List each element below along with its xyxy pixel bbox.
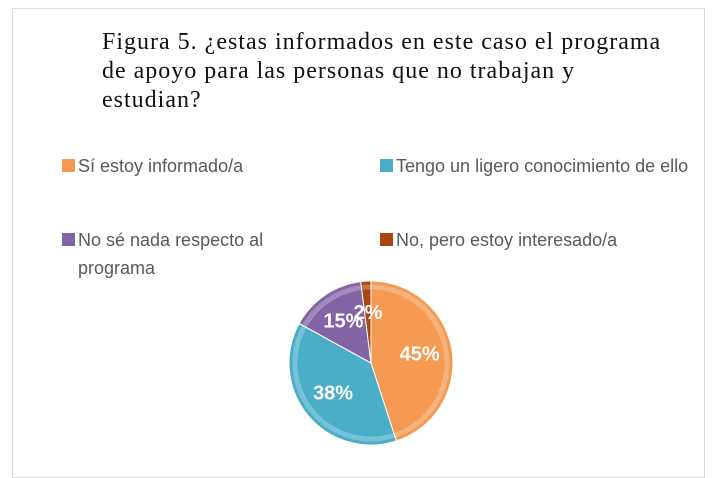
pie-slice (298, 281, 372, 364)
legend-label: No, pero estoy interesado/a (396, 230, 618, 250)
pie-slice-bevel (370, 284, 450, 438)
legend-swatch (380, 233, 393, 246)
page: Figura 5. ¿estas informados en este caso… (12, 8, 705, 478)
legend-entry: Tengo un ligero conocimiento de ello (380, 152, 696, 180)
chart-title: Figura 5. ¿estas informados en este caso… (102, 29, 662, 113)
data-label: 38% (313, 383, 353, 405)
legend-label: No sé nada respecto al programa (78, 230, 264, 278)
chart: 45% 38% 15%2% (288, 280, 454, 446)
pie-slice-bevel (361, 284, 372, 291)
pie-slice-bevel (302, 285, 362, 328)
legend-swatch (380, 159, 393, 172)
legend-swatch (62, 159, 75, 172)
pie-slice (288, 322, 397, 446)
legend-swatch (62, 233, 75, 246)
data-label: 15% (323, 311, 363, 333)
data-label: 2% (353, 302, 382, 324)
pie-slice (360, 280, 372, 364)
legend-label: Tengo un ligero conocimiento de ello (396, 156, 689, 176)
legend-entry: Sí estoy informado/a (62, 152, 338, 180)
legend-entry: No sé nada respecto al programa (62, 226, 338, 282)
legend-entry: No, pero estoy interesado/a (380, 226, 696, 254)
legend-label: Sí estoy informado/a (78, 156, 244, 176)
data-label: 45% (400, 344, 440, 366)
pie-slice (370, 280, 454, 442)
pie-slice-bevel (292, 325, 396, 442)
